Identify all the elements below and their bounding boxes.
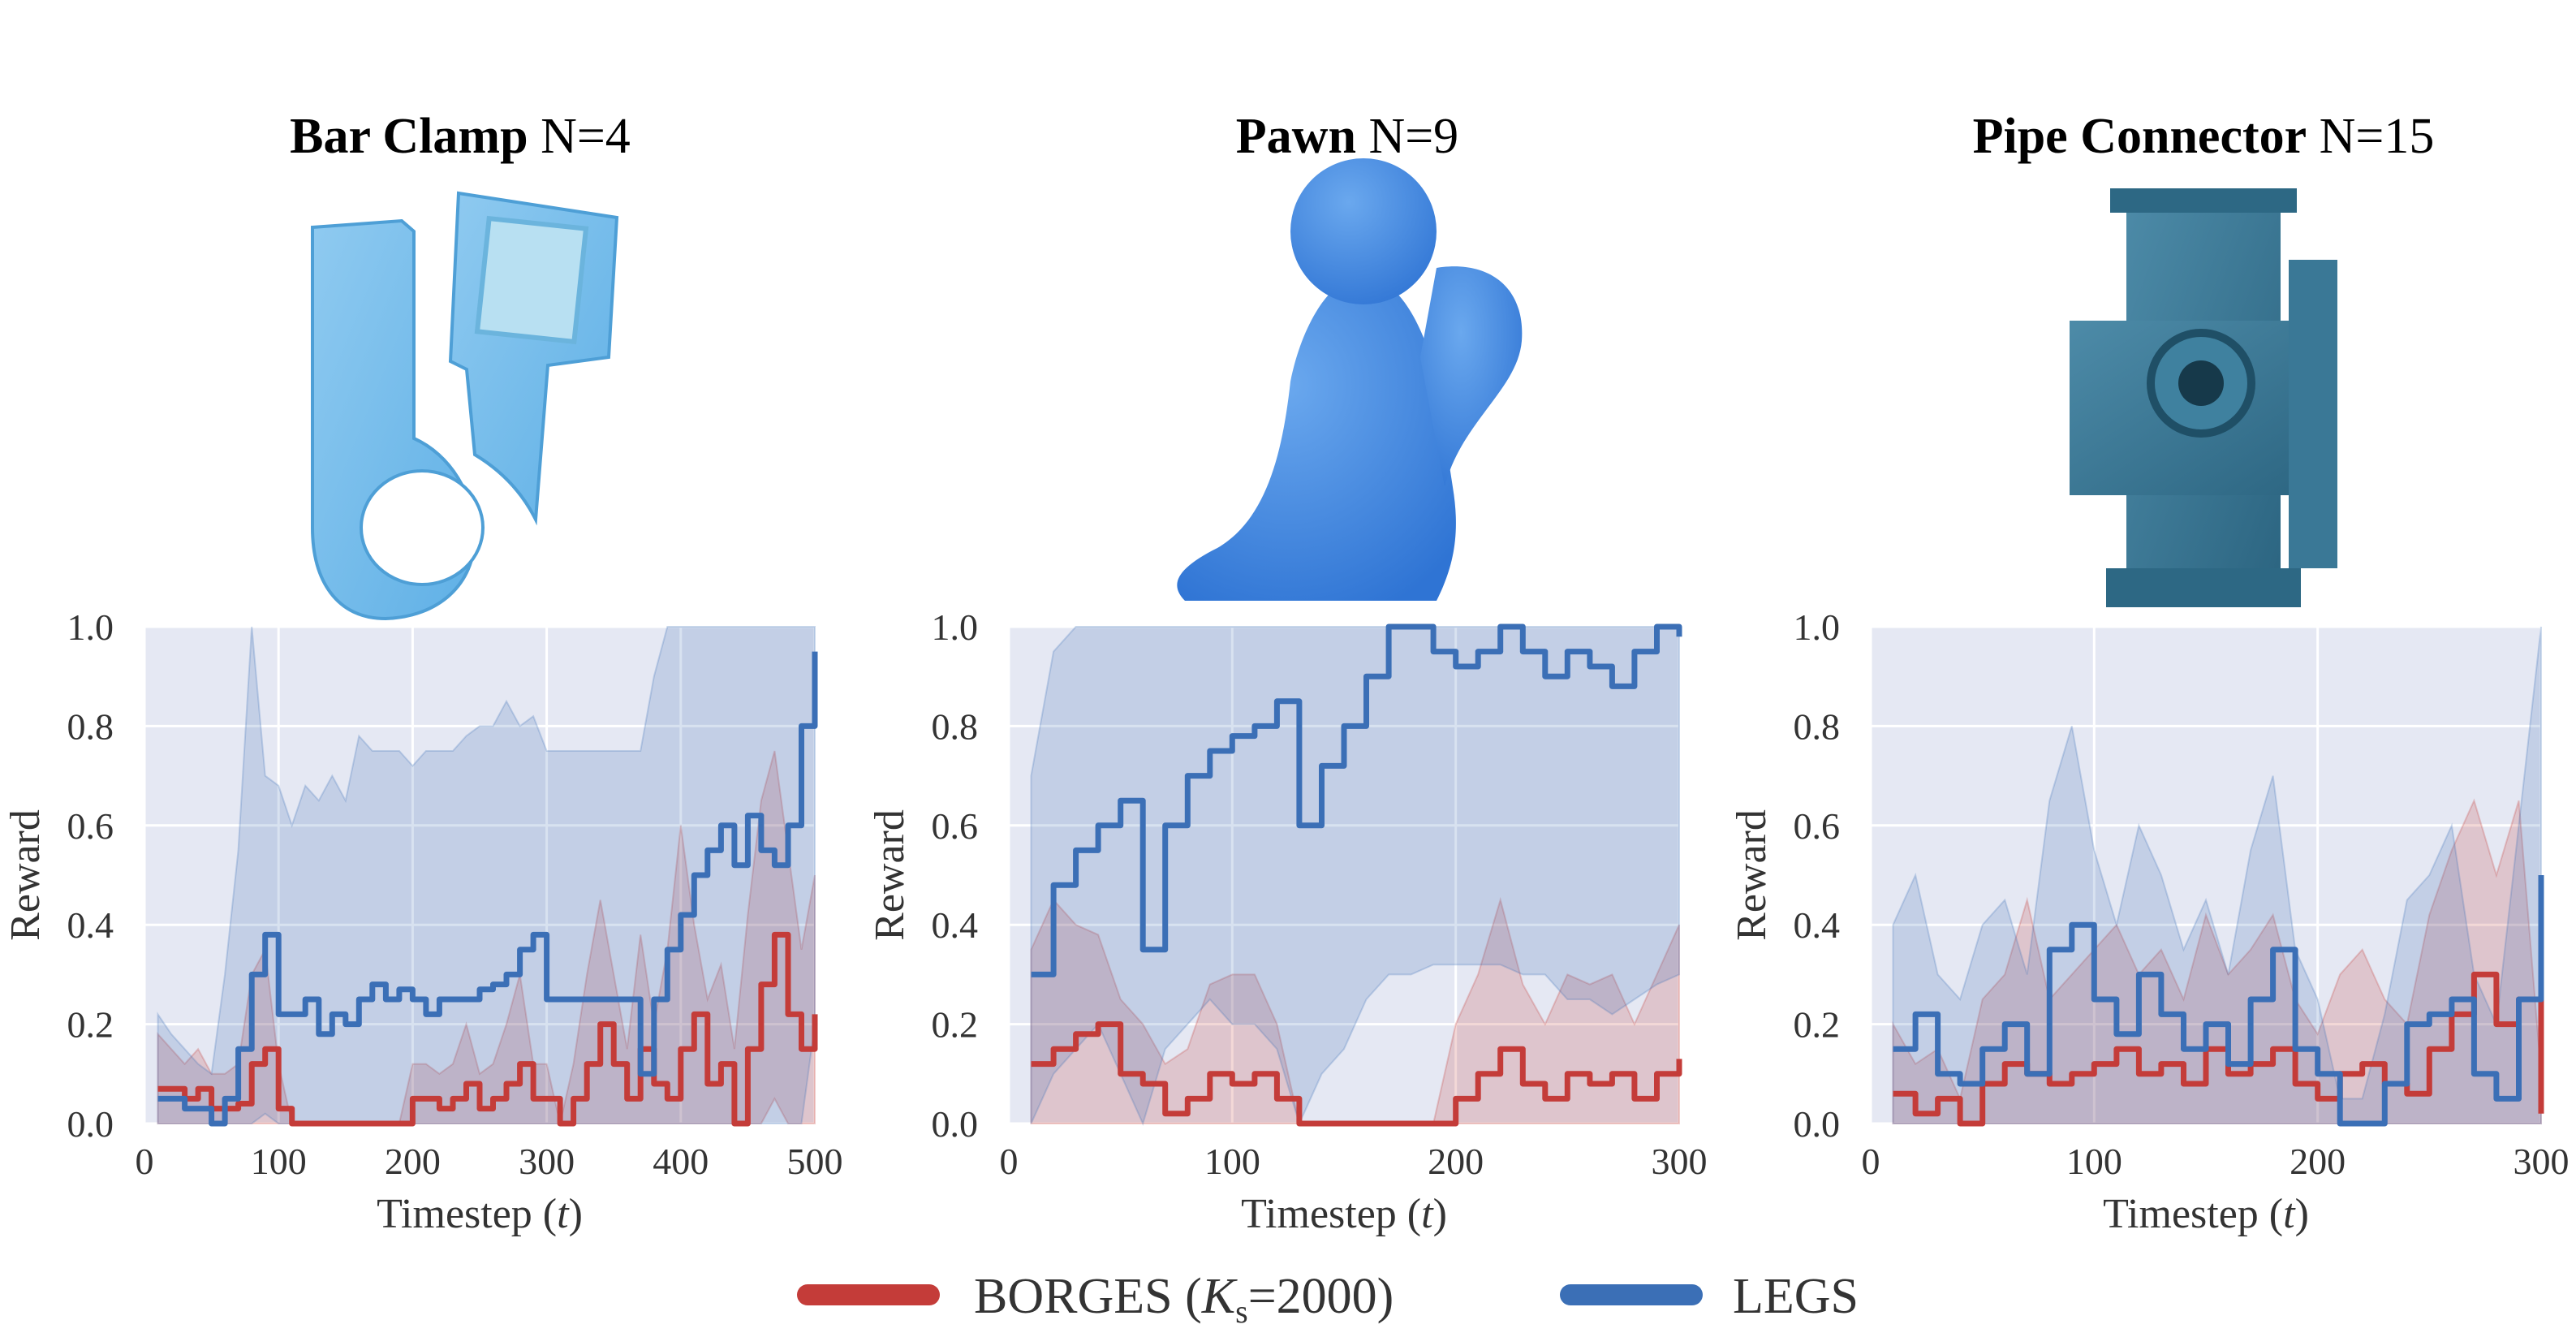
y-tick-label: 0.2	[67, 1004, 114, 1046]
x-axis-label: Timestep (t)	[377, 1191, 583, 1237]
legend-label-borges: BORGES (Ks=2000)	[974, 1269, 1394, 1330]
x-tick-label: 300	[519, 1141, 575, 1182]
x-tick-label: 0	[136, 1141, 154, 1182]
x-tick-label: 300	[2514, 1141, 2570, 1182]
x-axis-label-var: t	[557, 1191, 570, 1237]
y-tick-label: 0.8	[1794, 705, 1841, 747]
confidence-band-borges	[1030, 896, 1680, 1124]
x-axis-label: Timestep (t)	[1241, 1191, 1447, 1237]
y-tick-label: 0.4	[67, 904, 114, 946]
y-tick-label: 0.0	[1794, 1103, 1841, 1145]
y-tick-label: 0.2	[932, 1004, 979, 1046]
x-tick-label: 200	[1428, 1141, 1484, 1182]
y-tick-label: 0.2	[1794, 1004, 1841, 1046]
y-tick-label: 0.6	[67, 805, 114, 847]
y-axis-label: Reward	[1729, 809, 1775, 941]
y-tick-label: 0.8	[932, 705, 979, 747]
x-axis-label: Timestep (t)	[2103, 1191, 2309, 1237]
x-tick-label: 300	[1652, 1141, 1708, 1182]
panel-title-bold: Pawn	[1236, 109, 1356, 164]
x-tick-label: 0	[1862, 1141, 1880, 1182]
x-axis-label-suffix: )	[1433, 1191, 1447, 1237]
x-tick-label: 400	[653, 1141, 709, 1182]
x-axis-label-suffix: )	[2295, 1191, 2309, 1237]
x-tick-label: 100	[251, 1141, 307, 1182]
x-tick-label: 200	[385, 1141, 441, 1182]
bar-clamp-object-icon	[311, 191, 619, 621]
pawn-object-icon	[1177, 158, 1523, 601]
y-tick-label: 1.0	[1794, 606, 1841, 648]
legend-label-legs: LEGS	[1733, 1269, 1859, 1324]
legend-label-borges-rest: =2000)	[1248, 1269, 1394, 1324]
legend-label-borges-k: K	[1201, 1269, 1238, 1324]
y-axis-label: Reward	[867, 809, 913, 941]
y-tick-label: 0.4	[1794, 904, 1841, 946]
y-tick-label: 0.6	[932, 805, 979, 847]
panel-title: Pawn N=9	[1236, 109, 1458, 164]
x-axis-label-suffix: )	[569, 1191, 583, 1237]
confidence-band-legs	[1892, 626, 2542, 1124]
x-tick-label: 100	[1204, 1141, 1260, 1182]
panel-title-bold: Bar Clamp	[290, 109, 528, 164]
pipe-connector-object-icon	[2070, 188, 2337, 607]
x-tick-label: 500	[787, 1141, 843, 1182]
confidence-band-borges	[1892, 798, 2542, 1124]
series-line-legs	[157, 651, 818, 1127]
y-tick-label: 0.8	[67, 705, 114, 747]
x-axis-label-prefix: Timestep (	[1241, 1191, 1421, 1237]
series-line-borges	[157, 931, 818, 1127]
y-tick-label: 1.0	[67, 606, 114, 648]
series-line-legs	[1031, 623, 1682, 977]
legend-label-borges-prefix: BORGES (	[974, 1269, 1202, 1324]
chart-panel-bar-clamp: 0 100 200 300 400 500 0.0 0.2 0.4 0.6 0.8 1.0 Timest…	[2, 606, 843, 1237]
series-line-legs	[1893, 875, 2544, 1127]
y-tick-label: 1.0	[932, 606, 979, 648]
panel-title-bold: Pipe Connector	[1973, 109, 2307, 164]
y-tick-label: 0.6	[1794, 805, 1841, 847]
x-axis-label-prefix: Timestep (	[2103, 1191, 2283, 1237]
y-axis-label: Reward	[2, 809, 49, 941]
x-axis-label-var: t	[2283, 1191, 2296, 1237]
chart-panel-pipe-connector: 0 100 200 300 0.0 0.2 0.4 0.6 0.8 1.0 Timestep (t)…	[1729, 606, 2570, 1237]
x-axis-label-prefix: Timestep (	[377, 1191, 557, 1237]
y-tick-label: 0.0	[932, 1103, 979, 1145]
panel-title: Bar Clamp N=4	[290, 109, 631, 164]
series-line-borges	[1031, 1021, 1682, 1127]
x-tick-label: 0	[1000, 1141, 1019, 1182]
chart-panel-pawn: 0 100 200 300 0.0 0.2 0.4 0.6 0.8 1.0 Timestep (t)…	[867, 606, 1708, 1237]
panel-title-rest: N=9	[1356, 109, 1458, 164]
panel-title-rest: N=4	[528, 109, 631, 164]
legend: BORGES (Ks=2000) LEGS	[797, 1269, 1859, 1330]
confidence-band-legs	[1030, 626, 1680, 1126]
x-axis-label-var: t	[1421, 1191, 1434, 1237]
panel-title: Pipe Connector N=15	[1973, 109, 2435, 164]
panel-title-rest: N=15	[2307, 109, 2434, 164]
y-tick-label: 0.0	[67, 1103, 114, 1145]
x-tick-label: 200	[2290, 1141, 2346, 1182]
legend-label-borges-sub: s	[1235, 1293, 1248, 1330]
y-tick-label: 0.4	[932, 904, 979, 946]
x-tick-label: 100	[2066, 1141, 2122, 1182]
